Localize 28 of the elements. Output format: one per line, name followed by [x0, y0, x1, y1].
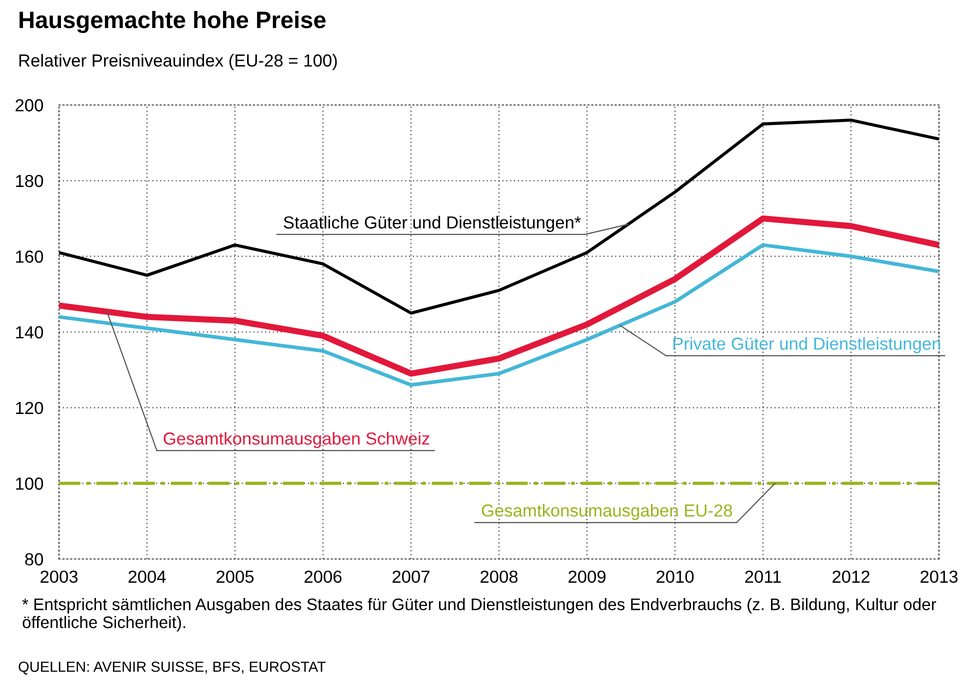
text: * Entspricht sämtlichen Ausgaben des Staates für Güter und Dienstleistungen des Endverbrauchs (z. B. Bildung, Kultur oder öffentliche Sicherheit). [22, 598, 936, 632]
x-tick-label: 2009 [568, 570, 606, 583]
chart-subtitle: Relativer Preisniveauindex (EU-28 = 100) [19, 54, 337, 70]
series-label: Gesamtkonsumausgaben EU-28 [482, 504, 732, 520]
chart-title: Hausgemachte hohe Preise [20, 10, 326, 34]
y-tick-label: 100 [16, 478, 44, 490]
x-tick-label: 2003 [40, 570, 78, 583]
y-tick-label: 120 [16, 402, 44, 414]
x-tick-label: 2012 [832, 570, 870, 583]
source-note: QUELLEN: AVENIR SUISSE, BFS, EUROSTAT [18, 662, 326, 675]
y-tick-label: 140 [16, 326, 44, 338]
x-tick-label: 2011 [745, 570, 781, 583]
x-tick-label: 2004 [128, 570, 166, 583]
x-tick-label: 2008 [480, 570, 518, 583]
x-tick-label: 2010 [656, 570, 694, 583]
y-tick-label: 160 [16, 250, 44, 263]
y-tick-label: 180 [16, 174, 44, 188]
y-tick-label: 80 [25, 553, 44, 566]
series-label: Staatliche Güter und Dienstleistungen* [284, 216, 581, 232]
text: Gesamtkonsumausgaben Schweiz [164, 432, 430, 448]
x-tick-label: 2007 [392, 570, 430, 583]
x-tick-label: 2013 [920, 570, 958, 583]
x-tick-label: 2006 [304, 570, 342, 583]
line-series [59, 118, 939, 315]
x-tick-label: 2005 [216, 570, 254, 583]
series-label: Private Güter und Dienstleistungen [673, 337, 940, 354]
line-series [59, 243, 939, 387]
y-tick-label: 200 [16, 99, 44, 112]
